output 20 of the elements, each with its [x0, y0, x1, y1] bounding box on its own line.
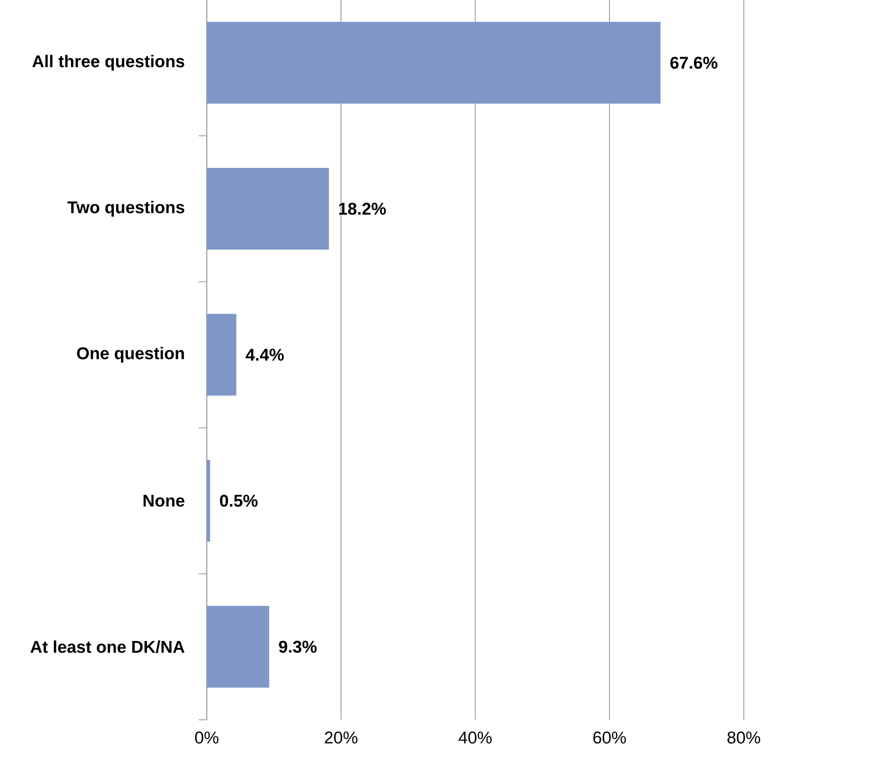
data-label: 9.3% [278, 640, 317, 653]
bar [206, 460, 210, 542]
y-tick-label: At least one DK/NA [30, 640, 184, 654]
data-label: 67.6% [670, 56, 718, 69]
y-tick-label: None [144, 494, 184, 507]
y-tick-label: All three questions [32, 54, 184, 71]
data-label: 0.5% [220, 494, 258, 507]
x-tick-label: 40% [458, 732, 492, 744]
data-label: 4.4% [246, 348, 284, 361]
x-tick-label: 80% [727, 732, 760, 744]
bar [206, 314, 236, 396]
data-label: 18.2% [339, 202, 386, 215]
y-tick-label: Two questions [67, 200, 184, 217]
bar [206, 606, 270, 688]
bar [206, 168, 329, 250]
x-tick-label: 60% [593, 732, 626, 744]
x-tick-label: 0% [195, 732, 218, 744]
x-tick-label: 20% [324, 732, 358, 744]
y-tick-label: One question [77, 346, 184, 363]
bar [206, 22, 661, 104]
